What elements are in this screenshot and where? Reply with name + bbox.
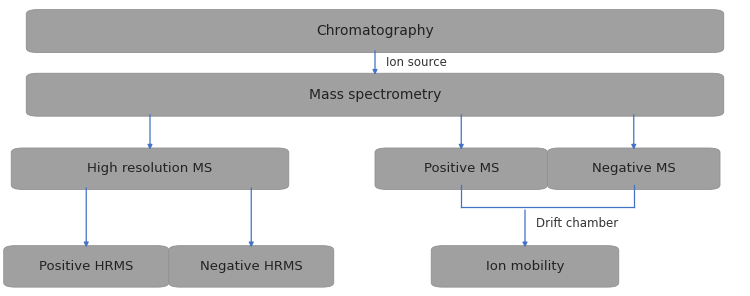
- Text: High resolution MS: High resolution MS: [87, 162, 213, 175]
- FancyBboxPatch shape: [11, 148, 289, 189]
- FancyBboxPatch shape: [431, 246, 619, 287]
- Text: Negative MS: Negative MS: [592, 162, 676, 175]
- Text: Negative HRMS: Negative HRMS: [200, 260, 302, 273]
- FancyBboxPatch shape: [26, 73, 724, 116]
- FancyBboxPatch shape: [375, 148, 548, 189]
- Text: Drift chamber: Drift chamber: [536, 217, 619, 230]
- FancyBboxPatch shape: [4, 246, 169, 287]
- FancyBboxPatch shape: [26, 9, 724, 52]
- Text: Ion mobility: Ion mobility: [486, 260, 564, 273]
- Text: Positive HRMS: Positive HRMS: [39, 260, 134, 273]
- Text: Positive MS: Positive MS: [424, 162, 499, 175]
- Text: Chromatography: Chromatography: [316, 24, 434, 38]
- Text: Ion source: Ion source: [386, 56, 447, 69]
- FancyBboxPatch shape: [169, 246, 334, 287]
- FancyBboxPatch shape: [548, 148, 720, 189]
- Text: Mass spectrometry: Mass spectrometry: [309, 88, 441, 102]
